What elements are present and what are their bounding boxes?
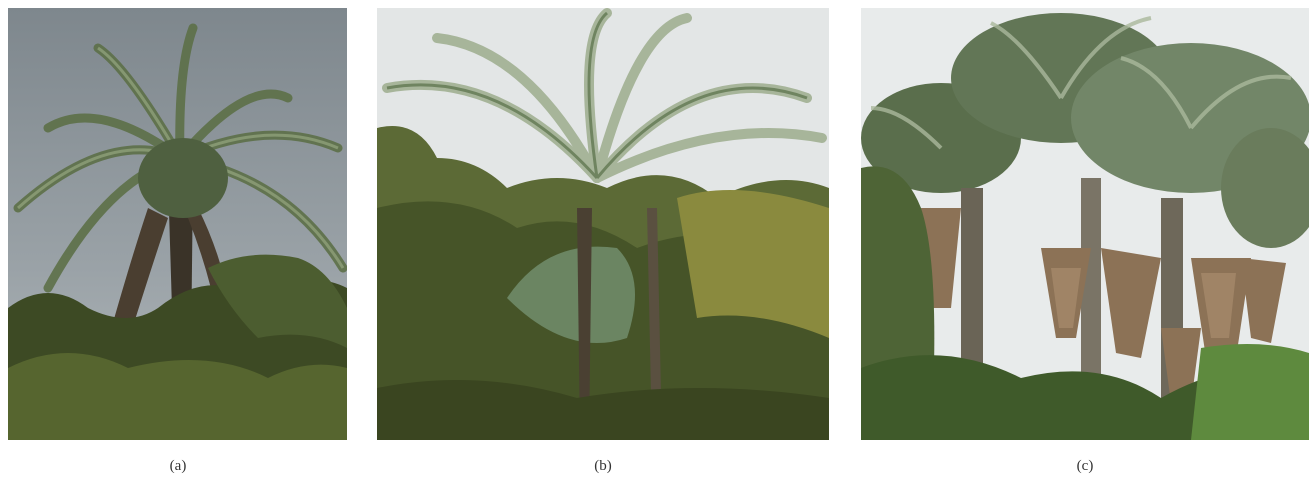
photo-panel-c bbox=[861, 8, 1309, 440]
caption-b: (b) bbox=[594, 458, 612, 474]
photo-panel-b bbox=[377, 8, 829, 440]
palm-photo-a bbox=[8, 8, 347, 440]
palm-photo-c bbox=[861, 8, 1309, 440]
palm-photo-b bbox=[377, 8, 829, 440]
photo-panel-a bbox=[8, 8, 347, 440]
caption-a: (a) bbox=[169, 458, 187, 474]
caption-c: (c) bbox=[1076, 458, 1094, 474]
